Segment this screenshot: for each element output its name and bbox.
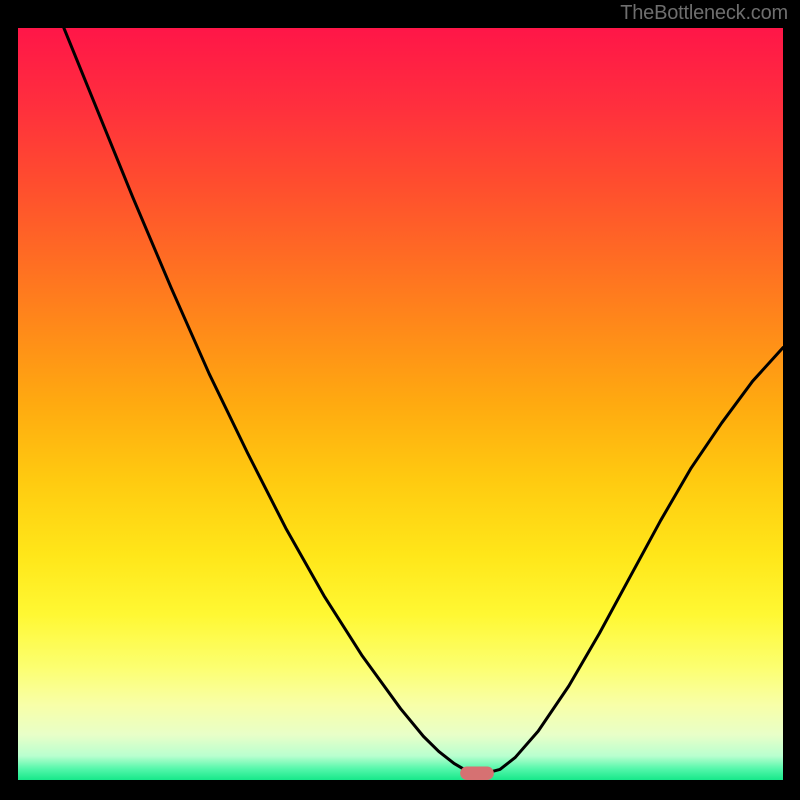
optimal-marker bbox=[460, 766, 494, 780]
watermark-text: TheBottleneck.com bbox=[620, 2, 788, 25]
chart-background bbox=[18, 28, 783, 780]
plot-area bbox=[18, 28, 783, 780]
chart-container: TheBottleneck.com bbox=[0, 0, 800, 800]
bottleneck-chart-svg bbox=[18, 28, 783, 780]
